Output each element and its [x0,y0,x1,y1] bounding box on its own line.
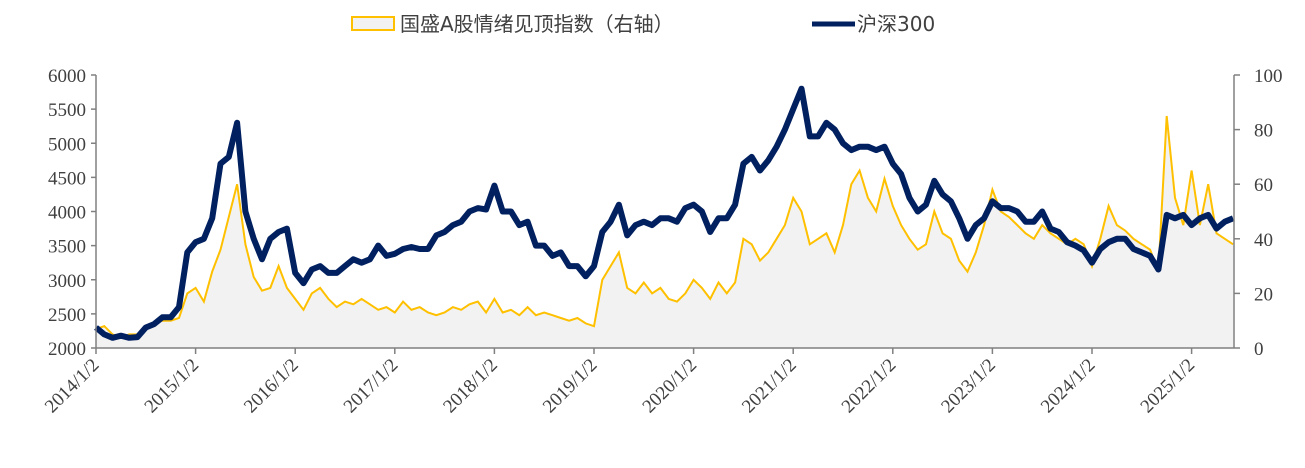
x-tick-label: 2019/1/2 [539,355,602,418]
right-tick-label: 100 [1254,66,1283,87]
legend-swatch-sentiment [351,16,395,31]
x-tick-label: 2016/1/2 [240,355,303,418]
left-tick-label: 3500 [48,237,86,258]
right-tick-label: 40 [1254,230,1273,251]
x-tick-label: 2025/1/2 [1137,355,1200,418]
x-tick-label: 2024/1/2 [1037,355,1100,418]
right-tick-label: 0 [1254,339,1264,360]
x-tick-label: 2017/1/2 [340,355,403,418]
right-tick-label: 60 [1254,175,1273,196]
left-tick-label: 2500 [48,305,86,326]
sentiment-area [96,116,1234,348]
sentiment-line [95,115,1234,339]
left-tick-label: 4500 [48,168,86,189]
x-tick-label: 2021/1/2 [738,355,801,418]
left-tick-label: 4000 [48,203,86,224]
left-tick-label: 5000 [48,134,86,155]
right-tick-label: 20 [1254,284,1273,305]
left-tick-label: 3000 [48,271,86,292]
left-tick-label: 6000 [48,66,86,87]
legend: 国盛A股情绪见顶指数（右轴） 沪深300 [351,12,935,36]
x-tick-label: 2014/1/2 [41,355,104,418]
x-tick-label: 2022/1/2 [838,355,901,418]
x-tick-label: 2018/1/2 [439,355,502,418]
right-tick-label: 80 [1254,121,1273,142]
left-tick-label: 2000 [48,339,86,360]
x-tick-label: 2015/1/2 [141,355,204,418]
x-tick-label: 2023/1/2 [937,355,1000,418]
hs300-line [94,85,1235,341]
plot-area [94,85,1235,348]
legend-label-hs300: 沪深300 [857,12,935,36]
left-tick-label: 5500 [48,100,86,121]
x-tick-label: 2020/1/2 [639,355,702,418]
legend-label-sentiment: 国盛A股情绪见顶指数（右轴） [400,12,674,36]
